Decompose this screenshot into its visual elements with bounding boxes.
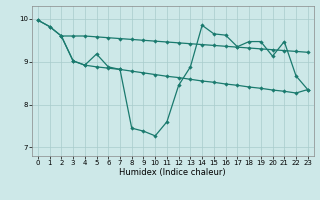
X-axis label: Humidex (Indice chaleur): Humidex (Indice chaleur) [119, 168, 226, 177]
